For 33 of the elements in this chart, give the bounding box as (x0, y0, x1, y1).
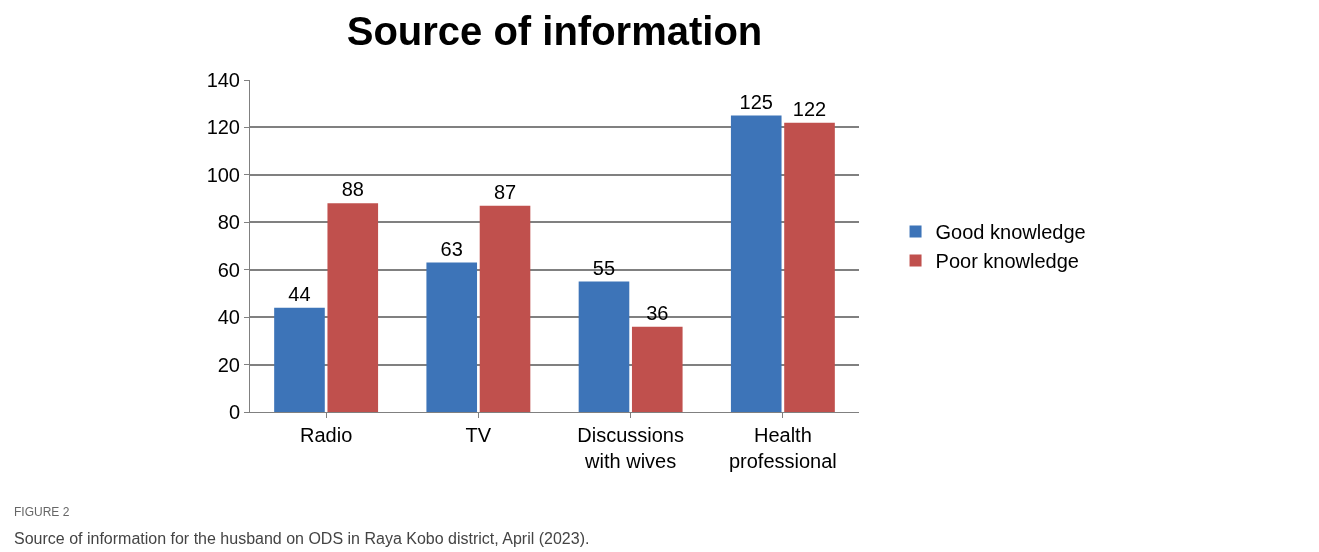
y-tick-label: 100 (206, 163, 240, 186)
y-tick-label: 20 (217, 353, 240, 376)
bar (578, 281, 630, 412)
bar (274, 307, 325, 412)
data-label: 63 (440, 237, 463, 260)
data-label: 122 (792, 97, 827, 120)
y-tick-label: 0 (228, 401, 240, 423)
y-tick-label: 40 (217, 306, 240, 329)
y-tick-label: 120 (206, 116, 240, 139)
data-label: 87 (493, 180, 517, 203)
bar (479, 205, 531, 412)
y-tick-label: 140 (206, 69, 240, 91)
data-label: 55 (592, 256, 616, 279)
caption: FIGURE 2 (14, 505, 70, 519)
y-tick-label: 60 (217, 258, 240, 281)
bar (327, 203, 379, 412)
x-tick-label: Radio (300, 424, 353, 446)
bar (631, 326, 683, 412)
x-tick-label: TV (465, 424, 492, 446)
data-label: 125 (739, 90, 773, 113)
data-label: 44 (288, 282, 311, 305)
x-tick-label: Discussions with wives (577, 424, 684, 472)
legend-label: Good knowledge (935, 221, 1086, 244)
bar (784, 122, 835, 412)
source-note: Source of information for the husband on ODS in Raya Kobo district, April (2023). (14, 530, 590, 547)
data-label: 88 (341, 178, 364, 201)
y-tick-label: 80 (217, 211, 240, 234)
legend-label: Poor knowledge (935, 250, 1079, 273)
data-label: 36 (646, 301, 669, 324)
bar (730, 115, 782, 412)
chart-title: Source of information (346, 8, 763, 53)
x-tick-label: Health professional (728, 424, 837, 472)
bar (426, 262, 478, 412)
